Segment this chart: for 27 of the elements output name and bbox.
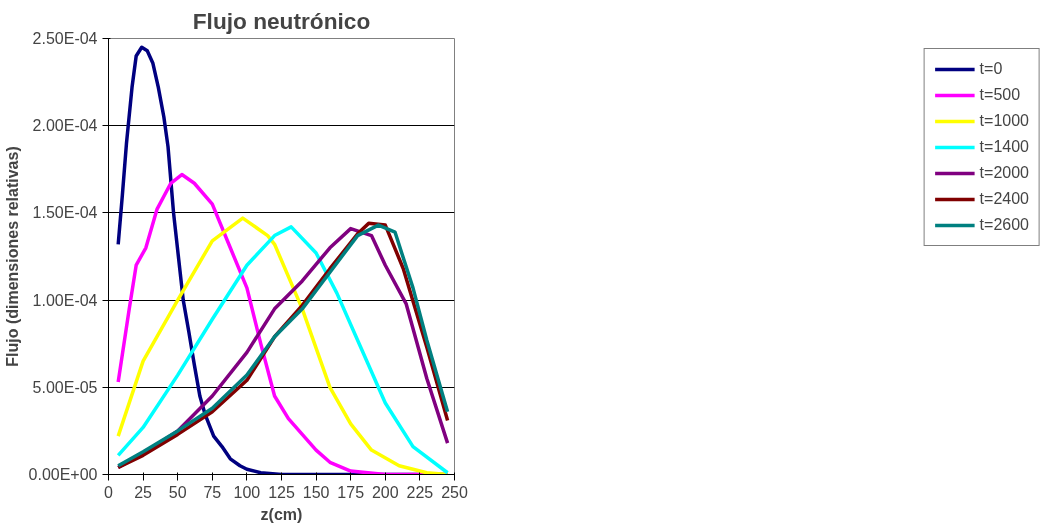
y-tick-label: 2.00E-04 <box>32 117 98 135</box>
legend-label: t=2600 <box>979 216 1029 234</box>
x-tick-label: 0 <box>104 483 114 501</box>
x-tick-label: 225 <box>406 483 434 501</box>
x-tick-label: 75 <box>203 483 222 501</box>
legend-label: t=2400 <box>979 190 1029 208</box>
legend-label: t=500 <box>979 86 1021 104</box>
chart-title: Flujo neutrónico <box>192 7 371 34</box>
y-tick-label: 5.00E-05 <box>32 378 98 396</box>
x-tick-label: 50 <box>168 483 187 501</box>
x-tick-label: 175 <box>337 483 365 501</box>
x-tick-label: 200 <box>371 483 399 501</box>
y-tick-label: 1.00E-04 <box>32 291 98 309</box>
y-tick-label: 1.50E-04 <box>32 204 98 222</box>
x-tick-label: 250 <box>441 483 468 501</box>
y-tick-label: 2.50E-04 <box>32 30 98 47</box>
legend-label: t=1000 <box>979 112 1029 130</box>
y-axis-title: Flujo (dimensiones relativas) <box>3 146 21 367</box>
legend-label: t=2000 <box>979 164 1029 182</box>
x-axis-title: z(cm) <box>260 505 303 523</box>
legend-label: t=1400 <box>979 138 1029 156</box>
x-tick-label: 100 <box>233 483 261 501</box>
x-tick-label: 125 <box>268 483 295 501</box>
legend-label: t=0 <box>979 60 1003 78</box>
x-tick-label: 25 <box>134 483 153 501</box>
x-tick-label: 150 <box>302 483 330 501</box>
y-tick-label: 0.00E+00 <box>28 466 98 483</box>
